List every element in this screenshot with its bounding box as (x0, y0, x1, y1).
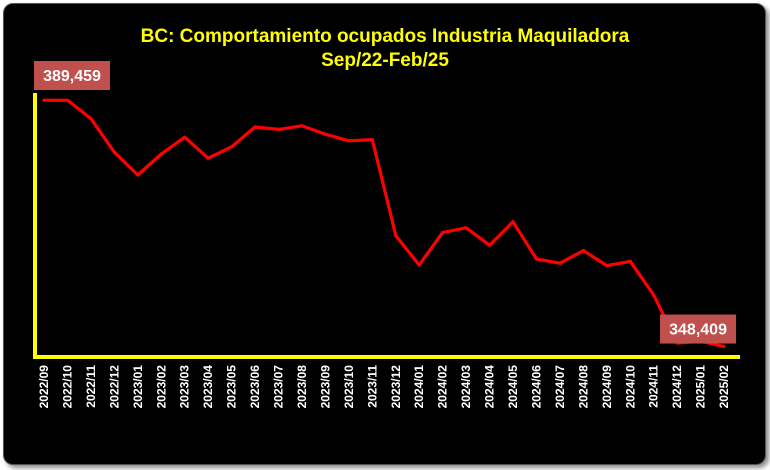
x-tick-label: 2024/09 (600, 365, 614, 409)
data-point (230, 145, 234, 149)
data-point (253, 125, 257, 129)
data-point (628, 259, 632, 263)
series-line (43, 98, 725, 349)
x-tick-label: 2023/10 (342, 365, 356, 409)
data-point (89, 117, 93, 121)
x-tick-label: 2024/11 (647, 365, 661, 408)
data-point (112, 150, 116, 154)
x-tick-label: 2023/07 (272, 365, 286, 409)
data-point (605, 264, 609, 268)
data-point (652, 293, 656, 297)
data-point (417, 263, 421, 267)
x-tick-label: 2022/09 (37, 365, 51, 409)
x-tick-label: 2023/11 (365, 365, 379, 408)
data-point (136, 173, 140, 177)
chart-subtitle: Sep/22-Feb/25 (321, 50, 449, 71)
x-tick-label: 2022/11 (84, 365, 98, 408)
x-tick-label: 2023/12 (389, 365, 403, 409)
data-point (42, 98, 46, 102)
data-point (370, 138, 374, 142)
x-tick-label: 2024/02 (436, 365, 450, 409)
data-point (464, 226, 468, 230)
data-point (558, 261, 562, 265)
data-point (347, 139, 351, 143)
data-point (441, 231, 445, 235)
x-tick-label: 2025/02 (717, 365, 731, 409)
chart-title: BC: Comportamiento ocupados Industria Ma… (141, 26, 630, 47)
chart-frame (3, 3, 766, 465)
x-tick-label: 2024/04 (483, 365, 497, 409)
x-tick-label: 2022/10 (60, 365, 74, 409)
data-point (581, 249, 586, 253)
data-point (300, 124, 304, 128)
data-label-box (660, 314, 737, 344)
x-tick-label: 2023/01 (131, 365, 145, 409)
data-point (511, 220, 515, 224)
data-point (488, 243, 492, 247)
x-tick-label: 2024/08 (576, 365, 590, 409)
data-point (65, 98, 70, 102)
x-tick-label: 2024/10 (623, 365, 637, 409)
data-point (323, 132, 327, 136)
x-tick-label: 2024/12 (670, 365, 684, 409)
x-tick-label: 2023/05 (225, 365, 239, 409)
data-point (183, 135, 187, 139)
x-tick-label: 2023/08 (295, 365, 309, 409)
x-tick-label: 2023/02 (154, 365, 168, 409)
x-tick-label: 2024/01 (412, 365, 426, 409)
x-tick-label: 2024/07 (553, 365, 567, 409)
data-point (722, 344, 726, 349)
x-tick-label: 2023/06 (248, 365, 262, 409)
data-label: 348,409 (669, 322, 727, 339)
data-point (206, 156, 210, 160)
data-label: 389,459 (43, 68, 101, 85)
x-tick-label: 2024/03 (459, 365, 473, 409)
data-point (534, 257, 539, 261)
data-point (276, 127, 281, 131)
x-tick-label: 2022/12 (107, 365, 121, 409)
data-label-box (34, 61, 110, 90)
x-tick-label: 2024/05 (506, 365, 520, 409)
x-tick-label: 2024/06 (529, 365, 543, 409)
x-tick-label: 2023/09 (318, 365, 332, 409)
x-tick-label: 2023/04 (201, 365, 215, 409)
data-point (159, 152, 163, 156)
x-tick-label: 2023/03 (178, 365, 192, 409)
x-tick-label: 2025/01 (694, 365, 708, 409)
data-point (394, 234, 398, 238)
